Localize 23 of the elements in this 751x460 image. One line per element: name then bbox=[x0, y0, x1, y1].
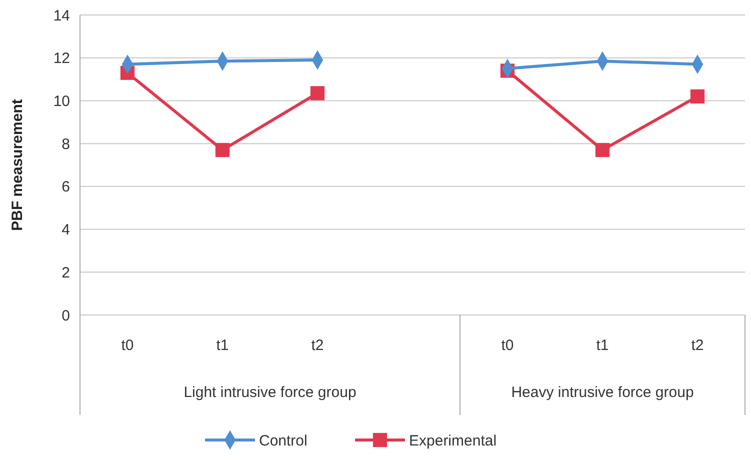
y-axis-title: PBF measurement bbox=[9, 99, 26, 231]
y-tick-label: 6 bbox=[62, 178, 70, 196]
point bbox=[690, 89, 705, 104]
point bbox=[215, 142, 230, 158]
x-tick-label: t2 bbox=[691, 337, 704, 354]
x-tick-label: t2 bbox=[311, 337, 324, 354]
y-tick-label: 14 bbox=[53, 7, 70, 24]
y-tick-label: 2 bbox=[62, 264, 70, 282]
text: Heavy intrusive force group bbox=[511, 384, 694, 401]
point bbox=[310, 86, 325, 100]
x-tick-label: t1 bbox=[596, 337, 609, 354]
y-tick-label: 8 bbox=[62, 136, 70, 153]
y-tick-label: 4 bbox=[62, 222, 70, 239]
x-tick-label: t0 bbox=[121, 337, 134, 354]
y-tick-label: 0 bbox=[62, 307, 70, 324]
legend-label: Control bbox=[259, 432, 308, 450]
y-tick-label: 10 bbox=[53, 92, 70, 110]
x-tick-label: t1 bbox=[216, 337, 229, 354]
legend-label: Experimental bbox=[409, 432, 497, 450]
x-tick-label: t0 bbox=[501, 337, 514, 354]
y-tick-label: 12 bbox=[53, 50, 70, 68]
point bbox=[595, 142, 610, 158]
text: Light intrusive force group bbox=[184, 384, 356, 401]
